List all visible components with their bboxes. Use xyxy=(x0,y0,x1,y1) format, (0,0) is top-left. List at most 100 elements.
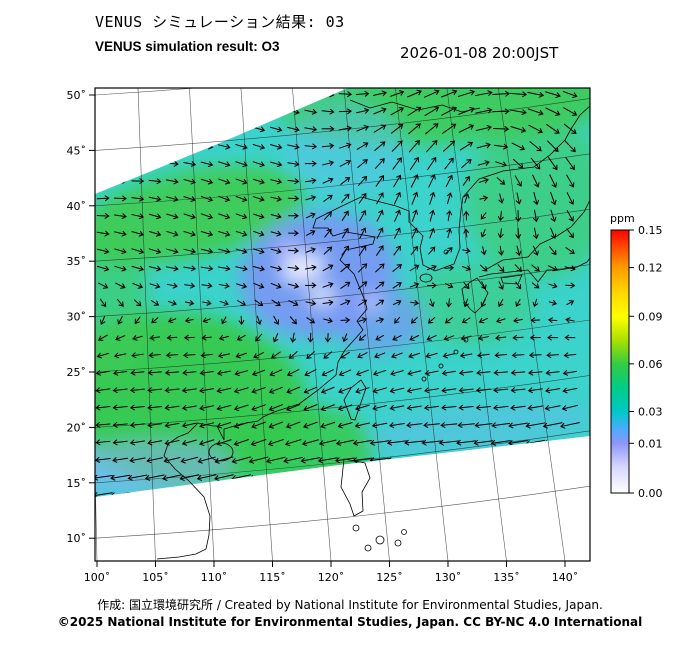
wind-arrow xyxy=(216,404,232,411)
wind-arrow xyxy=(114,265,127,272)
wind-arrow xyxy=(149,334,161,341)
wind-arrow xyxy=(515,227,522,240)
wind-arrow xyxy=(271,351,281,359)
wind-arrow xyxy=(515,298,521,307)
wind-arrow xyxy=(477,335,489,341)
wind-arrow xyxy=(200,161,214,167)
wind-arrow xyxy=(163,507,181,516)
wind-arrow xyxy=(251,508,267,516)
wind-arrow xyxy=(566,192,575,205)
wind-arrow xyxy=(357,352,368,359)
wind-arrow xyxy=(409,334,420,341)
wind-arrow xyxy=(565,282,576,289)
wind-arrow xyxy=(112,422,128,428)
wind-arrow xyxy=(237,300,246,306)
wind-arrow xyxy=(180,456,199,464)
wind-arrow xyxy=(252,91,266,98)
wind-arrow xyxy=(112,369,128,376)
wind-arrow xyxy=(565,247,575,255)
wind-arrow xyxy=(406,387,422,394)
wind-arrow xyxy=(425,352,438,359)
wind-arrow xyxy=(508,422,528,429)
wind-arrow xyxy=(390,123,404,134)
wind-arrow xyxy=(183,125,197,132)
wind-arrow xyxy=(269,91,283,98)
wind-arrow xyxy=(530,317,541,324)
wind-arrow xyxy=(476,524,491,533)
wind-arrow xyxy=(129,439,146,446)
wind-arrow xyxy=(442,352,456,359)
wind-arrow xyxy=(410,299,420,306)
wind-arrow xyxy=(532,209,539,223)
wind-arrow xyxy=(96,248,110,254)
wind-arrow xyxy=(563,107,578,116)
wind-arrow xyxy=(286,386,301,394)
wind-arrow xyxy=(95,456,111,463)
wind-arrow xyxy=(144,474,165,481)
wind-arrow xyxy=(341,227,349,239)
wind-arrow xyxy=(96,213,110,219)
wind-arrow xyxy=(550,191,557,206)
wind-arrow xyxy=(184,282,196,289)
wind-arrow xyxy=(563,352,577,359)
graticule xyxy=(95,88,590,561)
wind-arrow xyxy=(270,161,283,167)
wind-arrow xyxy=(429,209,436,222)
wind-arrow xyxy=(114,230,127,237)
wind-arrow xyxy=(148,213,162,220)
wind-arrow xyxy=(269,109,283,115)
wind-arrow xyxy=(374,141,386,151)
grid-parallel xyxy=(95,485,590,539)
x-axis-tick-label: 130˚ xyxy=(435,571,462,584)
wind-arrow xyxy=(410,316,418,324)
wind-arrow xyxy=(233,421,249,429)
wind-arrow xyxy=(286,369,300,377)
wind-arrow xyxy=(183,248,196,254)
wind-arrow xyxy=(130,542,145,551)
wind-arrow xyxy=(181,404,197,411)
wind-arrow xyxy=(386,474,407,481)
wind-arrow xyxy=(386,439,407,446)
wind-arrow xyxy=(300,474,321,481)
wind-arrow xyxy=(546,123,560,134)
wind-arrow xyxy=(515,245,522,256)
wind-arrow xyxy=(566,228,574,239)
wind-arrow xyxy=(131,125,145,132)
wind-arrow xyxy=(566,300,575,306)
wind-arrow xyxy=(183,334,195,341)
wind-arrow xyxy=(492,108,510,115)
wind-arrow xyxy=(267,439,284,447)
wind-arrow xyxy=(476,142,491,149)
wind-arrow xyxy=(340,263,351,273)
wind-arrow xyxy=(357,281,368,290)
wind-arrow xyxy=(148,178,162,185)
wind-arrow xyxy=(358,299,368,306)
wind-arrow xyxy=(514,264,522,272)
wind-arrow xyxy=(162,491,182,497)
wind-arrow xyxy=(545,369,560,376)
wind-arrow xyxy=(233,404,249,412)
wind-arrow xyxy=(300,457,321,464)
wind-arrow xyxy=(335,439,355,446)
wind-arrow xyxy=(166,90,179,97)
wind-arrow xyxy=(407,89,422,98)
wind-arrow xyxy=(251,421,266,429)
wind-arrow xyxy=(429,191,436,205)
wind-arrow xyxy=(493,491,509,497)
wind-arrow xyxy=(340,317,351,324)
wind-arrow xyxy=(199,387,215,394)
coastline-shikoku xyxy=(500,274,523,285)
wind-arrow xyxy=(340,281,351,289)
wind-arrow xyxy=(408,123,421,135)
wind-arrow xyxy=(290,332,296,343)
wind-arrow xyxy=(323,317,333,324)
wind-arrow xyxy=(321,508,335,514)
wind-arrow xyxy=(304,91,318,98)
wind-arrow xyxy=(511,352,525,359)
wind-arrow xyxy=(270,178,283,185)
wind-arrow xyxy=(376,209,384,222)
wind-arrow xyxy=(341,210,349,221)
wind-arrow xyxy=(338,91,353,98)
wind-arrow xyxy=(542,422,563,429)
wind-arrow xyxy=(248,456,269,464)
